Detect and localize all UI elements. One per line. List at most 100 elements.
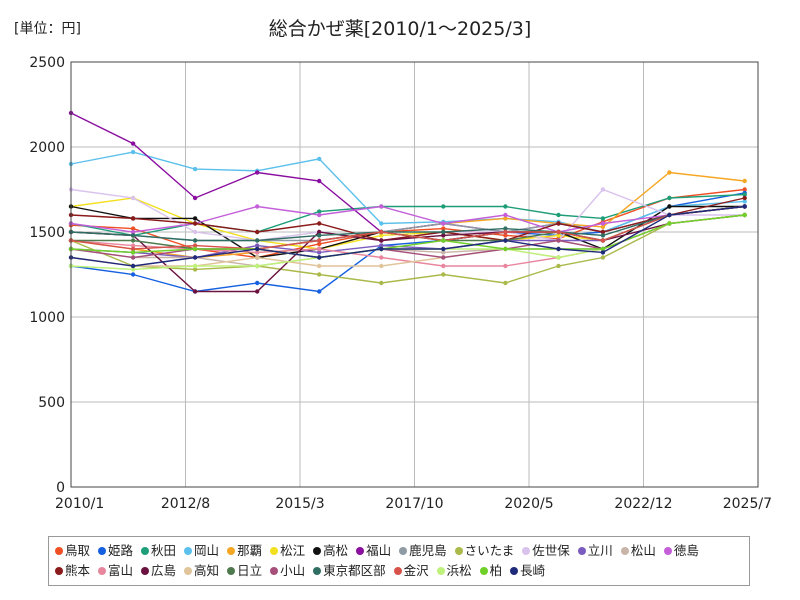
- legend-item: 長崎: [510, 561, 545, 581]
- data-point: [503, 212, 508, 218]
- x-axis: 2010/1 2012/8 2015/3 2017/10 2020/5 2022/12 20…: [55, 496, 772, 512]
- data-point: [317, 272, 322, 277]
- data-point: [317, 241, 322, 247]
- legend-label: さいたま: [464, 543, 515, 558]
- data-point: [556, 229, 561, 235]
- series-長崎: [68, 204, 747, 269]
- data-point: [130, 141, 136, 146]
- data-point: [441, 246, 446, 252]
- data-point: [379, 233, 384, 238]
- data-point: [379, 255, 384, 260]
- data-point: [379, 263, 384, 269]
- data-point: [130, 272, 136, 277]
- legend-label: 松江: [280, 543, 306, 558]
- data-point: [255, 280, 260, 286]
- legend: 鳥取 姫路 秋田 岡山 那覇 松江 高松 福山 鹿児島 さいたま 佐世保 立川 松山 徳島 熊本 富山 広島 高知…: [48, 536, 750, 586]
- legend-marker-icon: [55, 567, 63, 575]
- data-point: [255, 289, 260, 294]
- legend-marker-icon: [620, 547, 629, 555]
- data-point: [130, 267, 136, 272]
- data-point: [742, 204, 747, 209]
- data-point: [317, 250, 322, 255]
- data-point: [130, 243, 136, 248]
- legend-marker-icon: [98, 567, 107, 575]
- y-tick-label: 0: [56, 480, 65, 496]
- legend-item: 広島: [141, 561, 176, 581]
- x-tick-label: 2025/7: [723, 496, 772, 512]
- data-point: [667, 195, 672, 201]
- legend-label: 富山: [108, 563, 134, 578]
- x-tick-label: 2012/8: [161, 496, 210, 512]
- data-point: [441, 221, 446, 226]
- data-point: [192, 243, 198, 248]
- legend-item: 柏: [479, 561, 502, 581]
- x-tick-label: 2022/12: [614, 496, 672, 512]
- data-point: [192, 289, 198, 294]
- x-tick-label: 2020/5: [504, 496, 553, 512]
- data-point: [317, 209, 322, 214]
- data-point: [379, 229, 384, 235]
- data-point: [600, 250, 606, 255]
- data-point: [600, 238, 606, 243]
- data-point: [255, 170, 260, 175]
- legend-marker-icon: [141, 567, 150, 575]
- legend-label: 浜松: [446, 563, 472, 578]
- legend-label: 高松: [323, 543, 349, 558]
- legend-label: 高知: [194, 563, 220, 578]
- data-point: [441, 255, 446, 260]
- data-point: [503, 280, 508, 286]
- legend-item: 姫路: [98, 541, 133, 561]
- data-point: [192, 255, 198, 260]
- data-point: [130, 255, 136, 260]
- data-point: [130, 149, 136, 155]
- legend-marker-icon: [356, 547, 365, 555]
- legend-label: 徳島: [673, 543, 699, 558]
- legend-marker-icon: [270, 547, 279, 555]
- legend-item: 秋田: [141, 541, 176, 561]
- legend-item: 高知: [184, 561, 219, 581]
- data-point: [192, 246, 198, 252]
- data-point: [317, 212, 322, 218]
- data-point: [441, 204, 446, 209]
- data-point: [317, 178, 322, 184]
- data-point: [317, 263, 322, 269]
- legend-label: 佐世保: [532, 543, 570, 558]
- legend-item: 松江: [270, 541, 305, 561]
- legend-marker-icon: [393, 567, 402, 575]
- data-point: [503, 238, 508, 243]
- series-line: [70, 205, 745, 267]
- legend-marker-icon: [510, 567, 519, 575]
- data-point: [192, 238, 198, 243]
- data-point: [379, 280, 384, 286]
- data-point: [667, 221, 672, 226]
- data-point: [600, 221, 606, 226]
- data-point: [600, 229, 606, 235]
- data-point: [192, 267, 198, 272]
- data-point: [255, 263, 260, 269]
- data-point: [556, 238, 561, 243]
- legend-label: 小山: [280, 563, 306, 578]
- legend-item: 福山: [356, 541, 391, 561]
- legend-item: 岡山: [184, 541, 219, 561]
- data-point: [600, 224, 606, 230]
- data-point: [667, 204, 672, 209]
- legend-label: 東京都区部: [323, 563, 386, 578]
- legend-marker-icon: [436, 567, 445, 575]
- data-point: [379, 221, 384, 226]
- data-point: [742, 212, 747, 218]
- data-point: [255, 238, 260, 243]
- legend-item: 富山: [98, 561, 133, 581]
- data-point: [192, 229, 198, 235]
- series-line: [70, 205, 745, 250]
- data-point: [192, 166, 198, 172]
- data-point: [130, 246, 136, 252]
- legend-label: 姫路: [108, 543, 134, 558]
- legend-item: 高松: [313, 541, 348, 561]
- legend-label: 鹿児島: [409, 543, 447, 558]
- data-point: [556, 255, 561, 260]
- data-point: [556, 263, 561, 269]
- data-point: [317, 221, 322, 226]
- legend-label: 立川: [587, 543, 613, 558]
- data-point: [556, 246, 561, 252]
